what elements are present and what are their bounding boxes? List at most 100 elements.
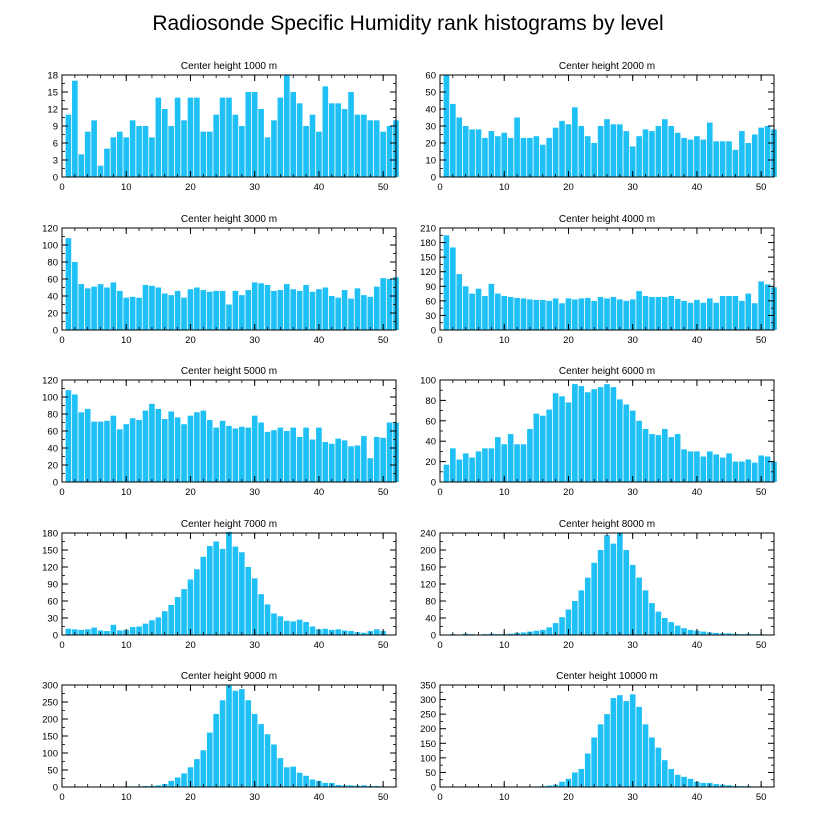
histogram-bar <box>604 384 610 482</box>
histogram-bar <box>572 772 578 787</box>
histogram-bar <box>380 437 386 482</box>
histogram-bar <box>636 420 642 482</box>
panel-title: Center height 3000 m <box>181 214 277 225</box>
histogram-bar <box>597 296 604 330</box>
histogram-bar <box>565 298 572 330</box>
histogram-bar <box>174 97 181 177</box>
histogram-bar <box>469 129 475 177</box>
x-tick-label: 50 <box>378 640 389 651</box>
histogram-bar <box>303 621 309 635</box>
chart-panel-9: Center height 9000 m 0 10 20 30 40 50 0 50 100 150… <box>42 671 399 803</box>
histogram-bar <box>604 298 610 330</box>
histogram-bar <box>617 299 623 330</box>
histogram-bar <box>475 288 482 330</box>
histogram-bar <box>751 303 758 330</box>
histogram-bar <box>316 131 322 177</box>
histogram-bar <box>636 136 642 177</box>
y-tick-label: 80 <box>47 410 58 421</box>
histogram-bar <box>552 623 559 635</box>
histogram-bar <box>380 278 386 330</box>
histogram-bar <box>739 461 745 482</box>
histogram-bar <box>546 785 552 787</box>
histogram-bar <box>597 550 604 635</box>
y-tick-label: 0 <box>53 631 58 642</box>
histogram-bar <box>456 117 463 177</box>
x-tick-label: 50 <box>756 640 767 651</box>
histogram-bar <box>354 114 361 177</box>
x-tick-label: 50 <box>756 182 767 193</box>
histogram-bar <box>694 136 700 177</box>
histogram-bar <box>303 775 309 787</box>
histogram-bar <box>213 713 219 787</box>
histogram-bar <box>78 412 85 482</box>
histogram-bar <box>642 428 649 482</box>
histogram-bar <box>239 126 245 177</box>
histogram-bar <box>507 633 514 635</box>
histogram-bar <box>758 127 764 177</box>
histogram-bar <box>213 427 219 482</box>
histogram-bar <box>610 698 617 787</box>
histogram-bar <box>181 589 187 635</box>
histogram-bar <box>469 293 475 330</box>
histogram-bar <box>559 396 565 482</box>
histogram-bar <box>604 119 610 177</box>
histogram-bar <box>591 737 597 787</box>
histogram-bar <box>533 136 540 177</box>
histogram-bar <box>488 448 495 482</box>
histogram-bar <box>97 284 104 330</box>
histogram-bar <box>649 296 655 330</box>
histogram-bar <box>348 298 354 330</box>
histogram-bar <box>251 92 258 177</box>
histogram-bar <box>373 286 380 330</box>
histogram-bar <box>655 126 662 177</box>
histogram-bar <box>161 109 168 177</box>
histogram-bar <box>232 546 239 635</box>
histogram-bar <box>520 444 527 482</box>
histogram-bar <box>649 434 655 482</box>
y-tick-label: 200 <box>42 715 58 726</box>
histogram-bar <box>751 462 758 482</box>
histogram-bar <box>629 299 636 330</box>
histogram-bar <box>726 296 732 330</box>
y-tick-label: 20 <box>425 139 436 150</box>
histogram-bar <box>681 449 687 482</box>
histogram-bar <box>629 694 636 787</box>
histogram-bar <box>380 131 386 177</box>
histogram-bar <box>258 283 264 330</box>
histogram-bar <box>296 772 303 787</box>
histogram-bar <box>495 437 501 482</box>
histogram-bar <box>277 97 284 177</box>
histogram-bar <box>117 630 123 635</box>
x-tick-label: 40 <box>314 182 325 193</box>
histogram-bar <box>309 779 316 787</box>
histogram-bar <box>623 404 630 482</box>
histogram-bar <box>239 426 245 482</box>
histogram-bar <box>226 531 232 635</box>
histogram-bar <box>533 630 540 635</box>
histogram-bar <box>104 420 110 482</box>
y-tick-label: 200 <box>420 546 436 557</box>
y-tick-label: 15 <box>47 88 58 99</box>
histogram-bar <box>713 632 719 636</box>
histogram-bar <box>642 590 649 636</box>
histogram-bar <box>245 700 252 787</box>
x-tick-label: 40 <box>314 792 325 803</box>
histogram-bar <box>219 97 226 177</box>
histogram-bar <box>681 776 687 787</box>
histogram-bar <box>348 92 354 177</box>
histogram-bar <box>610 296 617 330</box>
x-tick-label: 50 <box>756 487 767 498</box>
histogram-bar <box>584 577 591 636</box>
histogram-bar <box>226 304 232 330</box>
histogram-bar <box>578 298 585 330</box>
histogram-bar <box>674 434 681 482</box>
histogram-bar <box>539 299 546 330</box>
histogram-bar <box>277 616 284 635</box>
y-tick-label: 0 <box>431 326 436 337</box>
histogram-bar <box>271 290 277 330</box>
histogram-bar <box>354 445 361 482</box>
x-tick-label: 20 <box>185 792 196 803</box>
histogram-bar <box>610 387 617 482</box>
histogram-bar <box>507 137 514 177</box>
